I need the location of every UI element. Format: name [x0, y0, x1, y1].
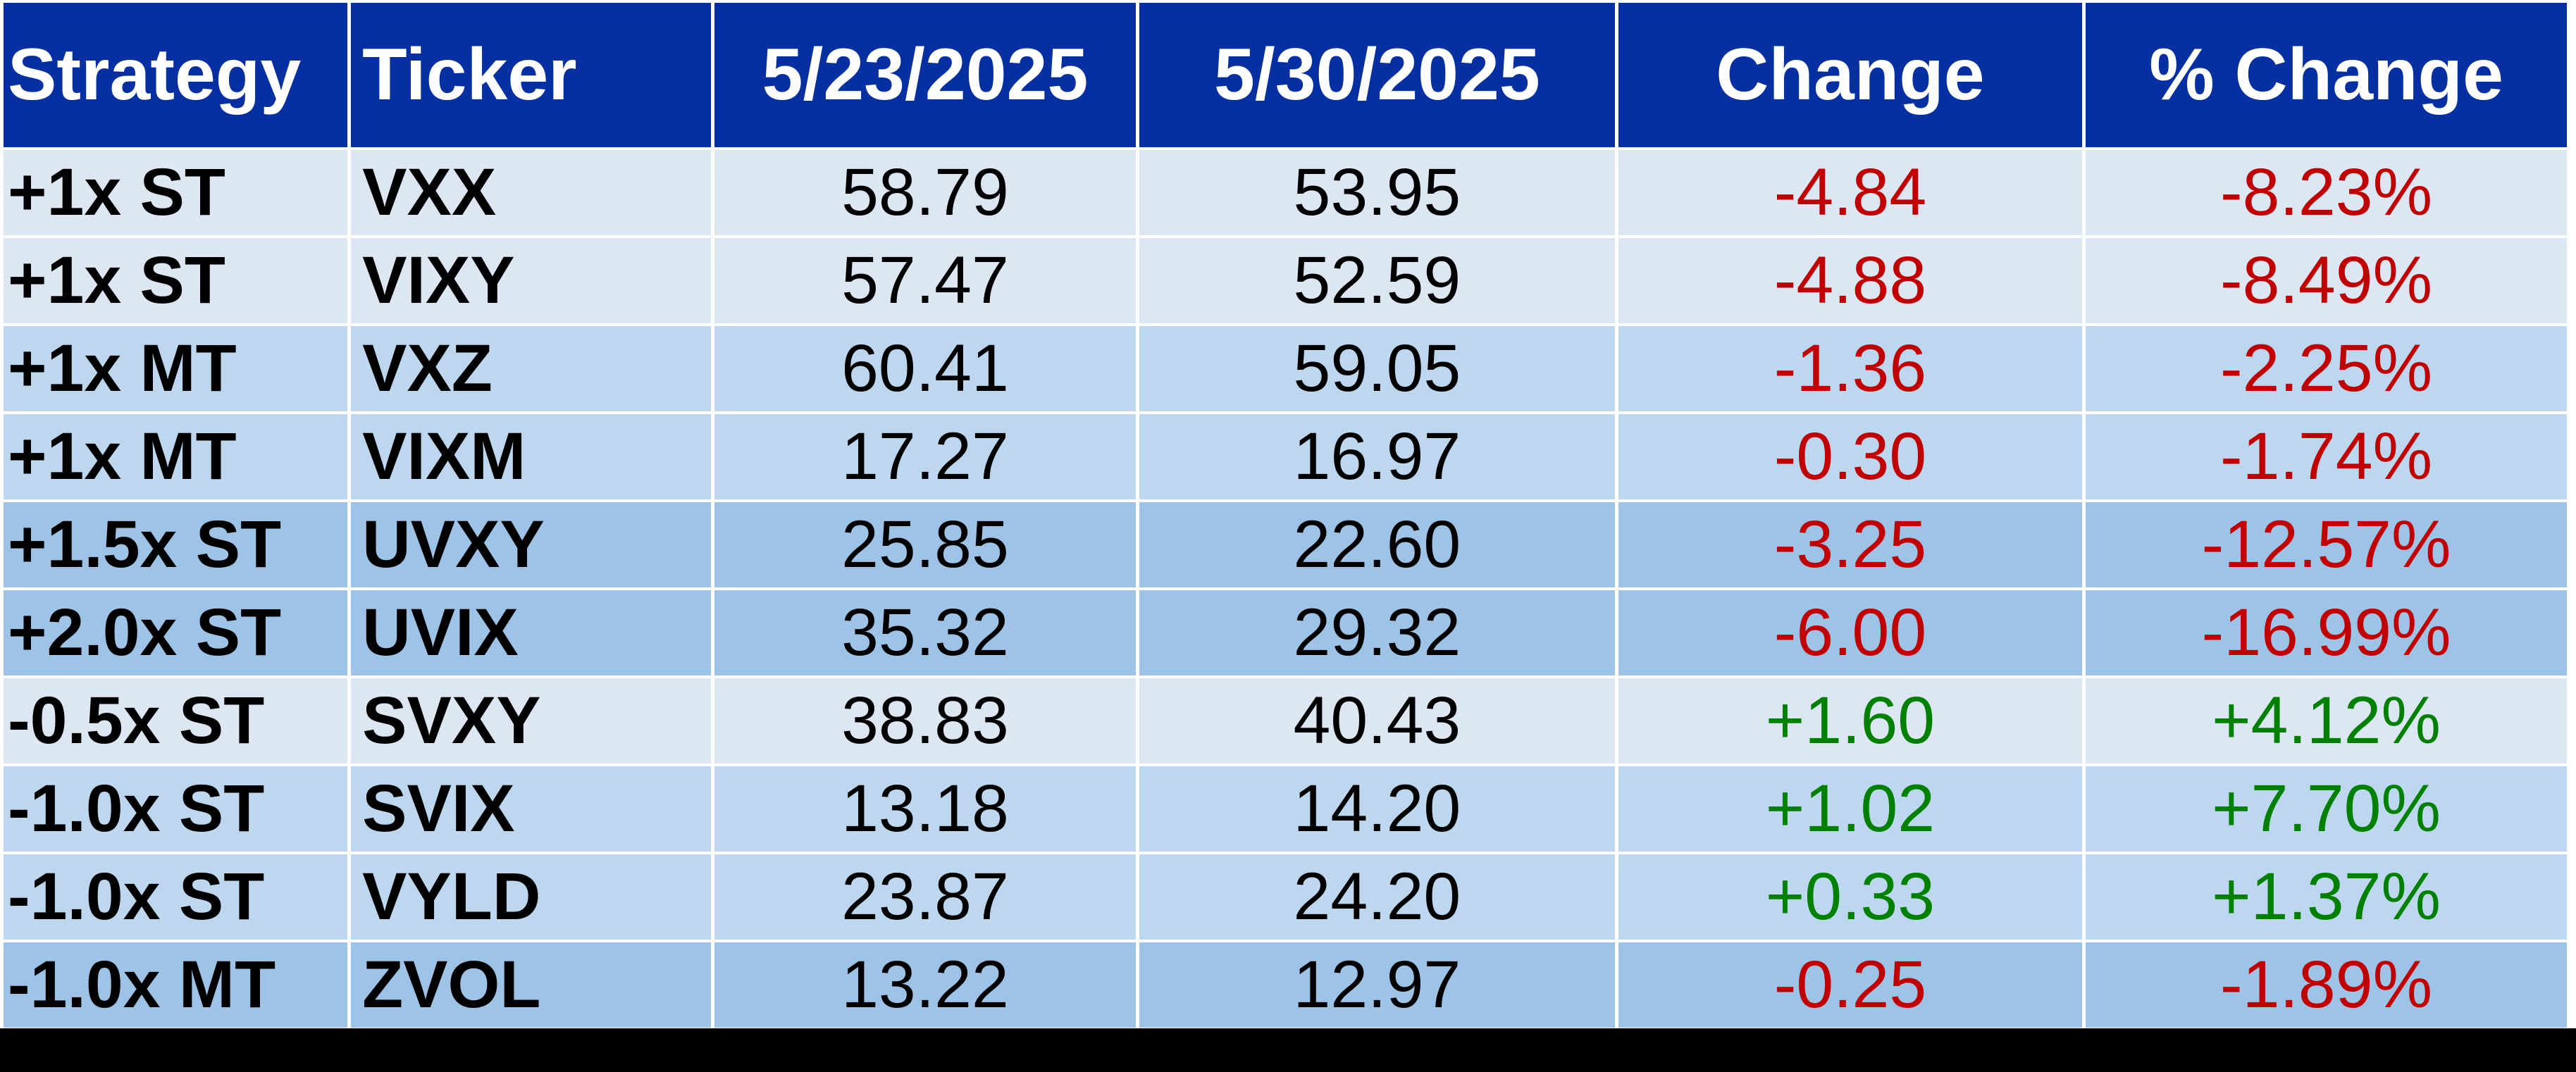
- column-header-date-0530: 5/30/2025: [1139, 3, 1615, 147]
- cell-price-0530: 16.97: [1139, 414, 1615, 499]
- table-row: +1x ST VXX 58.79 53.95 -4.84 -8.23%: [4, 150, 2567, 235]
- cell-change: -4.88: [1618, 238, 2083, 323]
- cell-ticker: VYLD: [351, 854, 711, 940]
- bottom-black-bar: [0, 1028, 2576, 1072]
- cell-price-0530: 29.32: [1139, 590, 1615, 675]
- table-row: -1.0x ST SVIX 13.18 14.20 +1.02 +7.70%: [4, 766, 2567, 852]
- cell-price-0523: 60.41: [714, 326, 1136, 411]
- cell-change: -4.84: [1618, 150, 2083, 235]
- cell-strategy: -1.0x ST: [4, 766, 348, 852]
- cell-change: -3.25: [1618, 502, 2083, 587]
- table-row: -1.0x MT ZVOL 13.22 12.97 -0.25 -1.89%: [4, 942, 2567, 1028]
- column-header-date-0523: 5/23/2025: [714, 3, 1136, 147]
- cell-ticker: UVIX: [351, 590, 711, 675]
- etf-price-table: Strategy Ticker 5/23/2025 5/30/2025 Chan…: [4, 3, 2567, 1028]
- etf-price-table-wrap: Strategy Ticker 5/23/2025 5/30/2025 Chan…: [4, 3, 2567, 1028]
- cell-pct-change: -8.23%: [2086, 150, 2567, 235]
- header-row: Strategy Ticker 5/23/2025 5/30/2025 Chan…: [4, 3, 2567, 147]
- cell-change: +1.02: [1618, 766, 2083, 852]
- cell-price-0523: 23.87: [714, 854, 1136, 940]
- cell-price-0530: 40.43: [1139, 678, 1615, 764]
- table-row: +2.0x ST UVIX 35.32 29.32 -6.00 -16.99%: [4, 590, 2567, 675]
- cell-price-0530: 53.95: [1139, 150, 1615, 235]
- cell-pct-change: -2.25%: [2086, 326, 2567, 411]
- cell-change: -6.00: [1618, 590, 2083, 675]
- cell-ticker: UVXY: [351, 502, 711, 587]
- cell-change: -0.25: [1618, 942, 2083, 1028]
- cell-ticker: VXX: [351, 150, 711, 235]
- cell-strategy: +1x MT: [4, 326, 348, 411]
- column-header-ticker: Ticker: [351, 3, 711, 147]
- cell-pct-change: +7.70%: [2086, 766, 2567, 852]
- cell-price-0530: 59.05: [1139, 326, 1615, 411]
- cell-price-0523: 13.18: [714, 766, 1136, 852]
- cell-change: -0.30: [1618, 414, 2083, 499]
- cell-ticker: SVXY: [351, 678, 711, 764]
- cell-ticker: SVIX: [351, 766, 711, 852]
- cell-price-0530: 52.59: [1139, 238, 1615, 323]
- cell-price-0530: 14.20: [1139, 766, 1615, 852]
- cell-ticker: VIXY: [351, 238, 711, 323]
- cell-price-0523: 58.79: [714, 150, 1136, 235]
- cell-pct-change: -8.49%: [2086, 238, 2567, 323]
- cell-pct-change: +1.37%: [2086, 854, 2567, 940]
- cell-price-0530: 22.60: [1139, 502, 1615, 587]
- table-row: +1x MT VIXM 17.27 16.97 -0.30 -1.74%: [4, 414, 2567, 499]
- cell-price-0523: 35.32: [714, 590, 1136, 675]
- cell-strategy: -1.0x MT: [4, 942, 348, 1028]
- cell-ticker: VIXM: [351, 414, 711, 499]
- cell-strategy: +1x ST: [4, 238, 348, 323]
- cell-price-0530: 24.20: [1139, 854, 1615, 940]
- cell-change: +1.60: [1618, 678, 2083, 764]
- cell-strategy: +1x MT: [4, 414, 348, 499]
- column-header-strategy: Strategy: [4, 3, 348, 147]
- cell-strategy: +1x ST: [4, 150, 348, 235]
- table-row: +1x ST VIXY 57.47 52.59 -4.88 -8.49%: [4, 238, 2567, 323]
- cell-strategy: +2.0x ST: [4, 590, 348, 675]
- table-row: +1.5x ST UVXY 25.85 22.60 -3.25 -12.57%: [4, 502, 2567, 587]
- cell-price-0523: 25.85: [714, 502, 1136, 587]
- table-row: -0.5x ST SVXY 38.83 40.43 +1.60 +4.12%: [4, 678, 2567, 764]
- table-row: -1.0x ST VYLD 23.87 24.20 +0.33 +1.37%: [4, 854, 2567, 940]
- table-row: +1x MT VXZ 60.41 59.05 -1.36 -2.25%: [4, 326, 2567, 411]
- cell-price-0523: 38.83: [714, 678, 1136, 764]
- cell-strategy: -0.5x ST: [4, 678, 348, 764]
- cell-price-0523: 57.47: [714, 238, 1136, 323]
- cell-strategy: +1.5x ST: [4, 502, 348, 587]
- cell-price-0530: 12.97: [1139, 942, 1615, 1028]
- column-header-pct-change: % Change: [2086, 3, 2567, 147]
- cell-strategy: -1.0x ST: [4, 854, 348, 940]
- cell-pct-change: -16.99%: [2086, 590, 2567, 675]
- cell-pct-change: -1.74%: [2086, 414, 2567, 499]
- column-header-change: Change: [1618, 3, 2083, 147]
- cell-change: +0.33: [1618, 854, 2083, 940]
- cell-change: -1.36: [1618, 326, 2083, 411]
- cell-ticker: ZVOL: [351, 942, 711, 1028]
- cell-pct-change: -1.89%: [2086, 942, 2567, 1028]
- cell-ticker: VXZ: [351, 326, 711, 411]
- cell-pct-change: -12.57%: [2086, 502, 2567, 587]
- cell-pct-change: +4.12%: [2086, 678, 2567, 764]
- cell-price-0523: 17.27: [714, 414, 1136, 499]
- cell-price-0523: 13.22: [714, 942, 1136, 1028]
